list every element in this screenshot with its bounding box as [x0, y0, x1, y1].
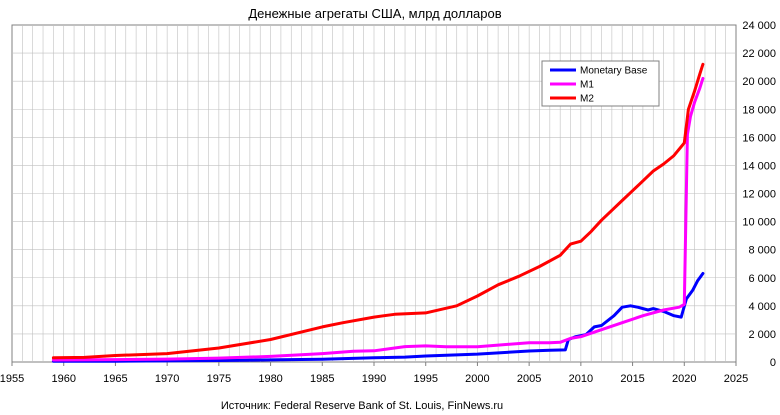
- x-tick-label: 2010: [569, 373, 593, 385]
- x-tick-label: 1955: [0, 373, 24, 385]
- x-tick-label: 2025: [724, 373, 748, 385]
- y-tick-label: 8 000: [748, 245, 776, 257]
- y-tick-label: 20 000: [742, 76, 776, 88]
- legend-label: Monetary Base: [580, 66, 648, 77]
- gridlines: [12, 25, 736, 362]
- series-lines: [51, 62, 705, 363]
- y-tick-label: 2 000: [748, 329, 776, 341]
- x-tick-label: 1975: [207, 373, 231, 385]
- x-tick-label: 2000: [465, 373, 489, 385]
- x-axis: 1955 1960 1965 1970 1975 1980 1985 1990 1995 2000…: [0, 362, 748, 385]
- chart-source: Источник: Federal Reserve Bank of St. Lo…: [221, 400, 503, 412]
- legend-label: M2: [580, 94, 594, 105]
- x-tick-label: 1965: [103, 373, 127, 385]
- y-tick-label: 16 000: [742, 132, 776, 144]
- y-tick-label: 22 000: [742, 48, 776, 60]
- x-tick-label: 1985: [310, 373, 334, 385]
- y-tick-label: 10 000: [742, 217, 776, 229]
- x-tick-label: 1960: [51, 373, 75, 385]
- y-axis: 0 2 000 4 000 6 000 8 000 10 000 12 000 14 000 1…: [742, 20, 776, 369]
- legend: Monetary Base M1 M2: [541, 60, 660, 107]
- x-tick-label: 1980: [258, 373, 282, 385]
- x-tick-label: 2015: [620, 373, 644, 385]
- x-tick-label: 1990: [362, 373, 386, 385]
- y-tick-label: 24 000: [742, 20, 776, 32]
- y-tick-label: 18 000: [742, 104, 776, 116]
- x-tick-label: 1995: [413, 373, 437, 385]
- y-tick-label: 0: [770, 357, 776, 369]
- y-tick-label: 6 000: [748, 273, 776, 285]
- x-tick-label: 1970: [155, 373, 179, 385]
- y-tick-label: 14 000: [742, 160, 776, 172]
- x-tick-label: 2020: [672, 373, 696, 385]
- x-tick-label: 2005: [517, 373, 541, 385]
- legend-label: M1: [580, 80, 594, 91]
- chart-title: Денежные агрегаты США, млрд долларов: [248, 6, 501, 21]
- series-line-m2: [51, 62, 705, 360]
- series-line-m1: [51, 76, 705, 362]
- y-tick-label: 12 000: [742, 189, 776, 201]
- y-tick-label: 4 000: [748, 301, 776, 313]
